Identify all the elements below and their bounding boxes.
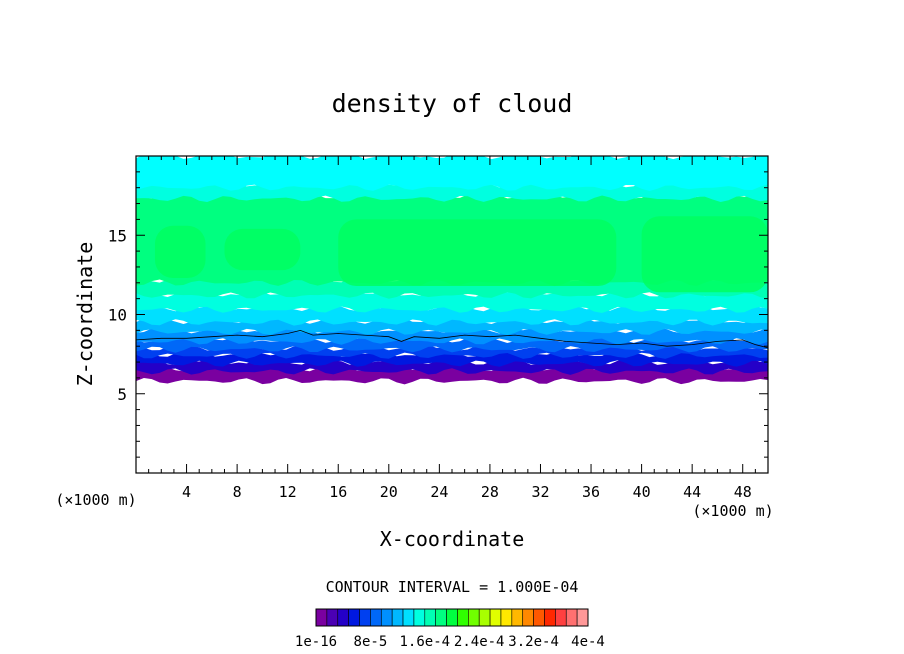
plot-area: [135, 155, 769, 474]
colorbar-swatch: [468, 608, 480, 627]
colorbar-swatch: [435, 608, 447, 627]
x-tick-label: 36: [582, 483, 600, 501]
colorbar-frame: [315, 608, 589, 627]
density-layer: [136, 358, 768, 375]
x-tick-label: 32: [531, 483, 549, 501]
colorbar-swatch: [489, 608, 502, 627]
y-tick-label: 15: [108, 226, 127, 245]
x-tick-label: 48: [734, 483, 752, 501]
x-tick-labels: 4 8 12 16 20 24 28 32 36 40 44 48: [182, 483, 752, 501]
colorbar-swatch: [457, 608, 469, 627]
x-axis-unit-left: (×1000 m): [55, 491, 136, 509]
y-axis-label: Z-coordinate: [73, 242, 97, 387]
colorbar-tick-label: 1e-16: [295, 634, 337, 650]
density-core-patch: [338, 219, 617, 286]
colorbar-tick-label: 4e-4: [571, 634, 605, 650]
density-layer: [136, 290, 768, 313]
cloud-density-field: [136, 156, 768, 385]
colorbar-swatch: [391, 608, 404, 627]
colorbar: [315, 608, 589, 627]
y-tick-label: 5: [117, 385, 127, 404]
colorbar-swatch: [446, 608, 458, 627]
colorbar-swatch: [402, 608, 415, 627]
colorbar-swatch: [359, 608, 371, 627]
x-tick-label: 24: [430, 483, 448, 501]
x-tick-label: 28: [481, 483, 499, 501]
colorbar-swatch: [500, 608, 513, 627]
axis-ticks: [136, 156, 768, 473]
colorbar-swatch: [326, 608, 339, 627]
colorbar-swatch: [522, 608, 534, 627]
colorbar-swatch: [511, 608, 524, 627]
x-tick-label: 4: [182, 483, 191, 501]
x-axis-unit-right: (×1000 m): [692, 502, 773, 520]
colorbar-tick-label: 8e-5: [354, 634, 388, 650]
colorbar-swatch: [315, 608, 328, 627]
colorbar-tick-labels: 1e-16 8e-5 1.6e-4 2.4e-4 3.2e-4 4e-4: [295, 634, 605, 650]
colorbar-swatch: [576, 608, 589, 627]
contour-interval-label: CONTOUR INTERVAL = 1.000E-04: [326, 578, 579, 596]
x-tick-label: 12: [279, 483, 297, 501]
colorbar-swatch: [348, 608, 360, 627]
contour-line: [136, 329, 768, 349]
colorbar-tick-label: 3.2e-4: [508, 634, 559, 650]
colorbar-swatch: [337, 608, 349, 627]
colorbar-swatch: [380, 608, 393, 627]
density-core-patch: [224, 228, 301, 271]
x-tick-label: 8: [233, 483, 242, 501]
density-layer: [136, 305, 768, 326]
colorbar-swatch: [533, 608, 545, 627]
colorbar-swatch: [424, 608, 436, 627]
contour-lines: [136, 329, 768, 349]
x-tick-label: 44: [683, 483, 701, 501]
y-tick-labels: 5 10 15: [108, 226, 127, 404]
colorbar-tick-label: 1.6e-4: [400, 634, 451, 650]
colorbar-swatch: [565, 608, 578, 627]
colorbar-swatch: [478, 608, 491, 627]
x-axis-label: X-coordinate: [380, 527, 525, 551]
density-core-patch: [641, 216, 768, 293]
y-tick-label: 10: [108, 306, 127, 325]
chart-title: density of cloud: [332, 89, 573, 118]
x-tick-label: 20: [380, 483, 398, 501]
colorbar-swatch: [370, 608, 382, 627]
density-layer: [136, 156, 768, 191]
x-tick-label: 16: [329, 483, 347, 501]
colorbar-swatch: [555, 608, 567, 627]
colorbar-swatch: [544, 608, 556, 627]
colorbar-tick-label: 2.4e-4: [454, 634, 505, 650]
x-tick-label: 40: [633, 483, 651, 501]
colorbar-swatch: [413, 608, 426, 627]
density-core-patch: [154, 225, 206, 279]
